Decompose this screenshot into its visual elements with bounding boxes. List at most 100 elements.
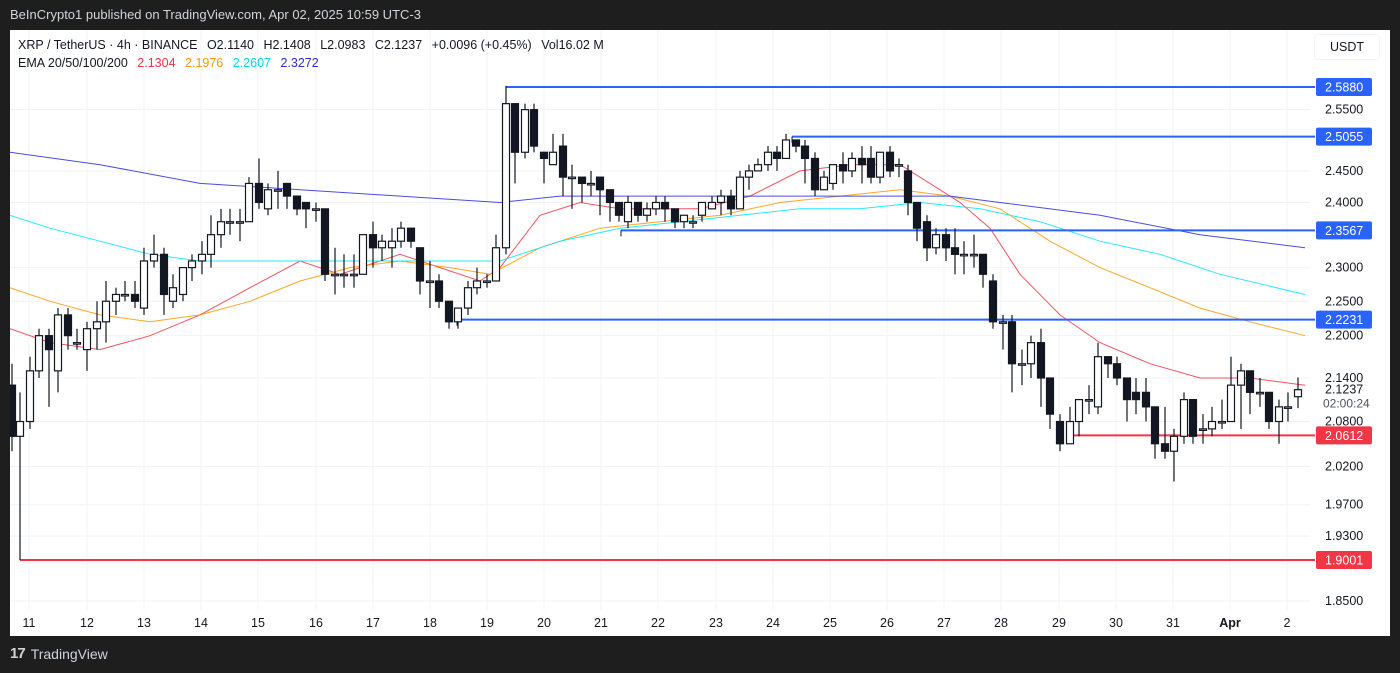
candle xyxy=(358,234,368,275)
candle xyxy=(894,164,904,167)
candle xyxy=(875,151,885,178)
time-tick-label: 13 xyxy=(137,616,151,630)
candle xyxy=(178,267,188,296)
candle xyxy=(453,307,463,323)
candle xyxy=(903,170,913,204)
candle xyxy=(1264,391,1274,423)
candle xyxy=(679,214,689,223)
time-tick-label: 26 xyxy=(880,616,894,630)
candle xyxy=(25,370,35,423)
symbol-label[interactable]: XRP / TetherUS · 4h · BINANCE xyxy=(18,38,198,52)
candle xyxy=(1045,377,1055,415)
candle xyxy=(959,253,969,257)
candle xyxy=(1122,377,1132,401)
candlestick-chart[interactable]: 2.5500 2.4500 2.4000 2.3000 2.2500 2.2000 2.14… xyxy=(10,30,1390,636)
candle xyxy=(368,234,378,249)
time-tick-label: 16 xyxy=(309,616,323,630)
candle xyxy=(1160,443,1170,452)
time-tick-label: 2 xyxy=(1284,616,1291,630)
support-price-badge xyxy=(1316,426,1372,445)
candle xyxy=(1179,398,1189,437)
ema50-line xyxy=(10,189,1306,337)
candle xyxy=(577,176,587,185)
candle xyxy=(444,300,454,323)
candle xyxy=(941,234,951,249)
candle xyxy=(1293,389,1303,398)
candle xyxy=(819,176,829,191)
tradingview-logo-icon: 17 xyxy=(10,645,26,662)
candle xyxy=(800,145,810,160)
price-axis[interactable]: 2.5500 2.4500 2.4000 2.3000 2.2500 2.2000 2.14… xyxy=(1316,78,1372,608)
time-axis[interactable]: 11 12 13 14 15 16 17 18 19 20 21 22 23 24 25 26 27 28 29 30… xyxy=(23,616,1291,630)
ema100-value: 2.2607 xyxy=(232,56,271,70)
price-tick-label: 2.0200 xyxy=(1325,459,1363,473)
candle xyxy=(406,227,416,242)
time-tick-label: 30 xyxy=(1109,616,1123,630)
candle xyxy=(651,201,661,210)
svg-text:2.0612: 2.0612 xyxy=(1325,429,1363,443)
ohlc-row: XRP / TetherUS · 4h · BINANCE O2.1140 H2… xyxy=(18,36,610,54)
candle xyxy=(791,139,801,147)
time-tick-label: 21 xyxy=(594,616,608,630)
price-tick-label: 2.2500 xyxy=(1325,294,1363,308)
time-tick-label: 23 xyxy=(709,616,723,630)
support-price-badge xyxy=(1316,551,1372,569)
time-tick-label: 24 xyxy=(766,616,780,630)
candle xyxy=(866,157,876,178)
candle xyxy=(567,176,577,180)
candle xyxy=(623,201,633,223)
candle xyxy=(922,221,932,249)
candle xyxy=(744,170,754,178)
candle xyxy=(10,384,17,437)
candle xyxy=(697,201,707,216)
candle xyxy=(548,151,558,166)
candle xyxy=(1055,420,1065,445)
bar-countdown: 02:00:24 xyxy=(1323,397,1370,411)
ema-label[interactable]: EMA 20/50/100/200 xyxy=(18,56,128,70)
candle xyxy=(292,195,302,210)
candle xyxy=(216,221,226,236)
candle xyxy=(197,253,207,262)
time-tick-label: 29 xyxy=(1052,616,1066,630)
candle xyxy=(339,273,349,277)
resistance-price-badge xyxy=(1316,310,1372,329)
candle xyxy=(92,321,102,330)
candle xyxy=(781,139,791,160)
time-tick-label: 25 xyxy=(823,616,837,630)
candle xyxy=(235,221,245,224)
time-tick-label: 28 xyxy=(994,616,1008,630)
brand-name: TradingView xyxy=(30,645,108,662)
candle xyxy=(614,201,624,216)
candle xyxy=(244,182,254,223)
candle xyxy=(1131,391,1141,401)
candle xyxy=(387,240,397,249)
candle xyxy=(857,157,867,166)
candle xyxy=(139,260,149,309)
candle xyxy=(1226,384,1236,423)
candle xyxy=(349,273,359,277)
candle xyxy=(772,151,782,160)
tradingview-footer: 17 TradingView xyxy=(10,645,108,662)
candle xyxy=(950,247,960,255)
candle xyxy=(159,253,169,296)
candle xyxy=(206,234,216,255)
currency-button[interactable]: USDT xyxy=(1314,34,1380,60)
candle xyxy=(885,151,895,172)
volume-value: Vol16.02 M xyxy=(541,38,604,52)
close-value: C2.1237 xyxy=(374,38,423,52)
candle xyxy=(1026,342,1036,365)
time-tick-label: 19 xyxy=(480,616,494,630)
candle xyxy=(472,280,482,289)
candle xyxy=(320,208,330,275)
candle xyxy=(82,328,92,351)
candle xyxy=(642,208,652,216)
candle xyxy=(1255,391,1265,395)
candle xyxy=(34,335,44,372)
candle xyxy=(595,176,605,191)
price-tick-label: 2.3000 xyxy=(1325,261,1363,275)
publish-info: BeInCrypto1 published on TradingView.com… xyxy=(10,7,421,22)
chart-panel[interactable]: XRP / TetherUS · 4h · BINANCE O2.1140 H2… xyxy=(10,30,1390,636)
candle xyxy=(225,221,235,224)
candle xyxy=(1112,363,1122,379)
candle xyxy=(434,280,444,302)
